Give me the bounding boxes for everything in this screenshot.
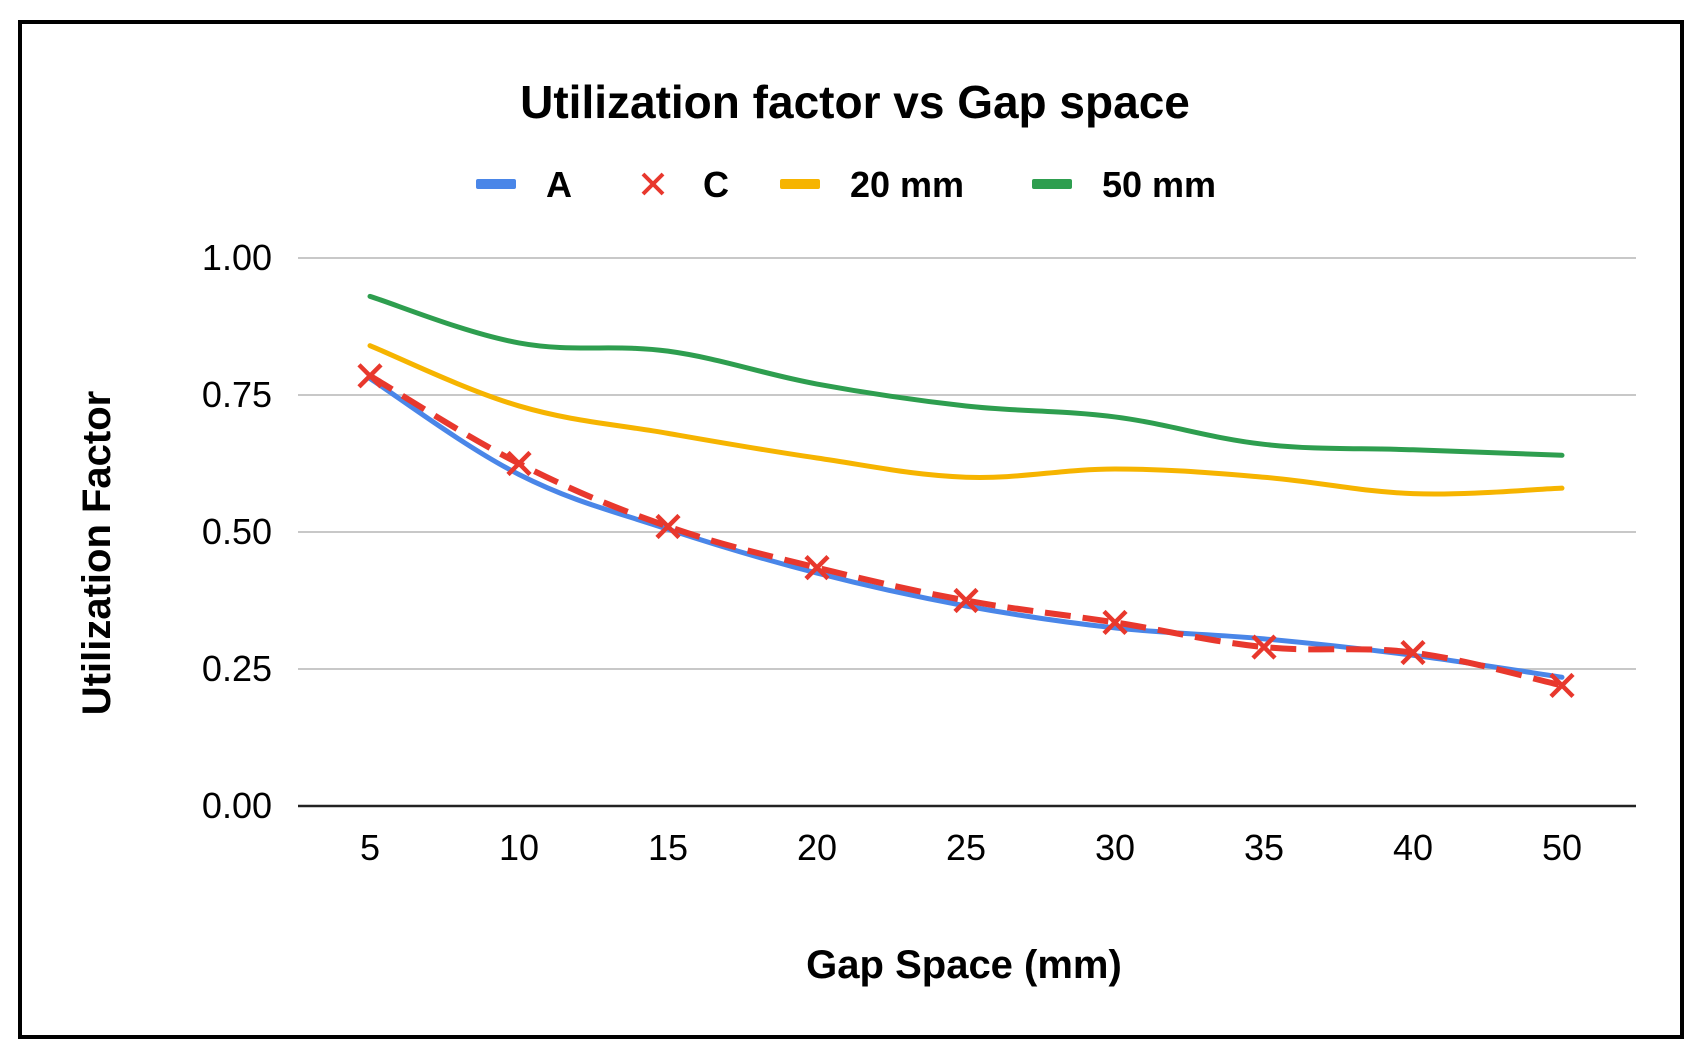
data-point-marker	[1102, 609, 1128, 636]
x-tick-label: 10	[499, 827, 539, 868]
series-20-mm	[367, 343, 1565, 497]
legend-label: 50 mm	[1102, 164, 1216, 205]
x-tick-label: 25	[946, 827, 986, 868]
series-line-a	[367, 376, 1565, 680]
x-tick-label: 5	[360, 827, 380, 868]
x-axis-label: Gap Space (mm)	[806, 943, 1122, 987]
legend-label: C	[703, 164, 729, 205]
legend-item-20-mm: 20 mm	[780, 164, 964, 205]
y-tick-label: 1.00	[202, 237, 272, 278]
x-tick-label: 40	[1393, 827, 1433, 868]
data-point-marker	[1400, 639, 1426, 666]
y-tick-labels: 0.00 0.25 0.50 0.75 1.00	[202, 237, 272, 826]
legend-item-c: C	[641, 164, 729, 205]
legend-label: A	[546, 164, 572, 205]
legend-swatch	[476, 179, 516, 189]
legend-item-a: A	[476, 164, 572, 205]
series-50-mm	[367, 293, 1565, 458]
data-point-marker	[506, 450, 532, 477]
x-tick-label: 15	[648, 827, 688, 868]
x-tick-label: 20	[797, 827, 837, 868]
legend: A C 20 mm 50 mm	[476, 164, 1216, 205]
x-tick-label: 35	[1244, 827, 1284, 868]
series-c	[357, 363, 1575, 699]
series-a	[367, 376, 1565, 680]
legend-swatch	[780, 179, 820, 189]
data-point-marker	[953, 587, 979, 614]
series-lines	[357, 293, 1575, 699]
data-point-marker	[1251, 634, 1277, 660]
series-line-50-mm	[367, 293, 1565, 458]
y-axis-label: Utilization Factor	[75, 391, 119, 715]
y-tick-label: 0.50	[202, 511, 272, 552]
y-tick-label: 0.00	[202, 785, 272, 826]
data-point-marker	[357, 363, 383, 389]
x-tick-label: 50	[1542, 827, 1582, 868]
y-tick-label: 0.25	[202, 648, 272, 689]
chart-title: Utilization factor vs Gap space	[520, 76, 1190, 128]
data-point-marker	[804, 555, 830, 581]
gridlines	[298, 257, 1636, 808]
x-tick-label: 30	[1095, 827, 1135, 868]
data-point-marker	[1549, 672, 1575, 699]
legend-item-50-mm: 50 mm	[1032, 164, 1216, 205]
chart-frame	[18, 20, 1684, 1039]
data-point-marker	[655, 513, 681, 540]
legend-swatch	[1032, 179, 1072, 189]
series-line-c	[368, 373, 1563, 689]
x-tick-labels: 5 10 15 20 25 30 35 40 50	[360, 827, 1582, 868]
y-tick-label: 0.75	[202, 374, 272, 415]
series-line-20-mm	[367, 343, 1565, 497]
legend-label: 20 mm	[850, 164, 964, 205]
